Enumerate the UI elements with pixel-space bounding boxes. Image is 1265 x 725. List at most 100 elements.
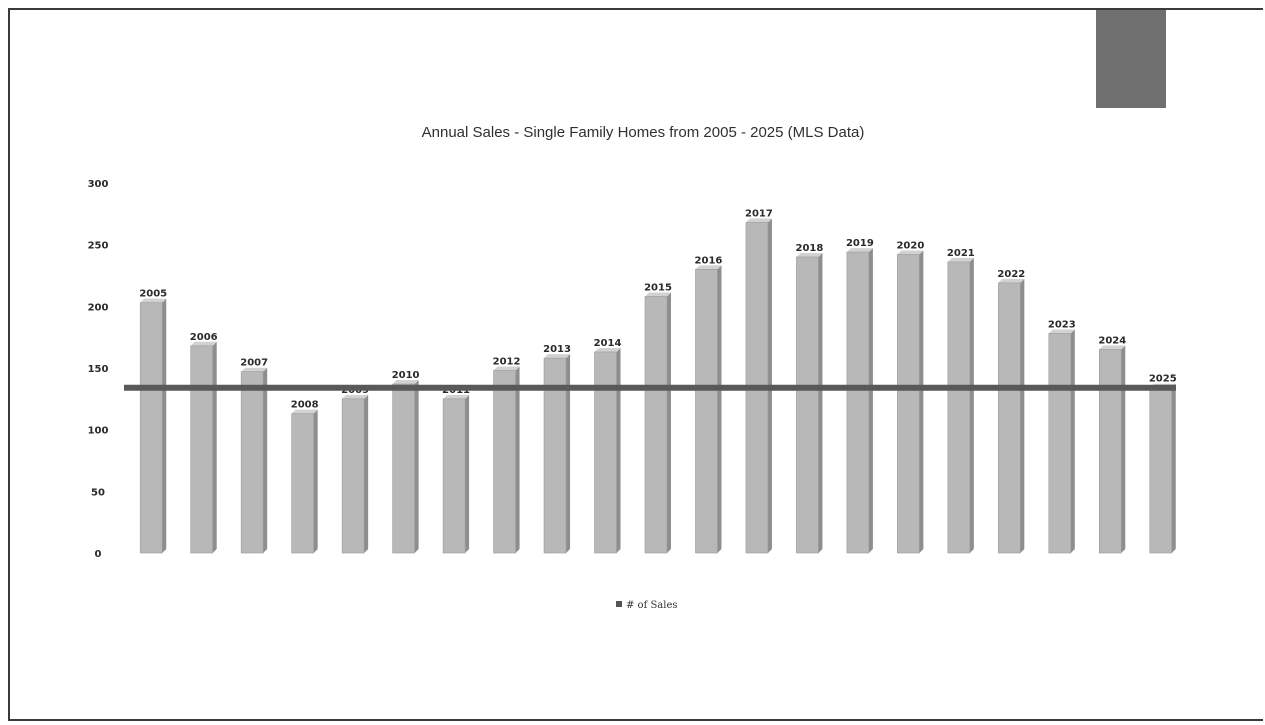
bar-front bbox=[897, 254, 920, 554]
y-tick-label: 0 bbox=[95, 549, 102, 560]
bar-data-label: 2022 bbox=[997, 269, 1025, 280]
bar-top bbox=[947, 257, 974, 262]
y-tick-label: 250 bbox=[88, 241, 109, 252]
bar-side bbox=[969, 257, 974, 553]
bar-2011 bbox=[442, 394, 470, 554]
y-tick-label: 300 bbox=[88, 179, 109, 190]
bar-data-label: 2016 bbox=[695, 255, 723, 266]
bar-top bbox=[241, 367, 268, 372]
bar-front bbox=[291, 413, 314, 554]
y-axis-ticks: 0 50 100 150 200 250 300 bbox=[88, 179, 109, 560]
bar-side bbox=[465, 394, 470, 553]
bar-top bbox=[645, 292, 671, 297]
bars bbox=[139, 218, 1176, 554]
bar-top bbox=[140, 298, 167, 303]
bar-data-label: 2020 bbox=[896, 241, 924, 252]
bar-2013 bbox=[543, 354, 571, 554]
bar-data-label: 2024 bbox=[1098, 336, 1126, 347]
bar-top bbox=[1099, 345, 1126, 350]
bar-2021 bbox=[947, 257, 974, 554]
bar-2009 bbox=[341, 394, 369, 554]
bar-2025 bbox=[1149, 383, 1176, 554]
bar-data-label: 2023 bbox=[1048, 319, 1076, 330]
bar-data-label: 2015 bbox=[644, 282, 672, 293]
bar-data-label: 2018 bbox=[796, 243, 824, 254]
bar-side bbox=[868, 248, 873, 554]
bar-top bbox=[796, 253, 823, 257]
bar-data-label: 2012 bbox=[493, 356, 521, 367]
bar-2010 bbox=[392, 380, 419, 554]
bar-data-label: 2025 bbox=[1149, 374, 1177, 385]
bar-front bbox=[998, 282, 1021, 554]
bar-data-label: 2008 bbox=[291, 400, 319, 411]
bar-top bbox=[745, 218, 772, 223]
bar-top bbox=[493, 366, 520, 371]
bar-front bbox=[644, 296, 668, 554]
bar-top bbox=[342, 394, 369, 399]
legend-swatch bbox=[616, 601, 622, 607]
bar-side bbox=[667, 292, 671, 553]
bar-top bbox=[291, 409, 318, 414]
bar-front bbox=[1098, 349, 1122, 554]
bar-top bbox=[190, 341, 217, 346]
bar-front bbox=[1149, 387, 1173, 554]
bar-front bbox=[442, 398, 466, 554]
bar-data-label: 2005 bbox=[139, 289, 167, 300]
bar-top bbox=[846, 248, 873, 253]
bar-2016 bbox=[695, 265, 722, 554]
bar-front bbox=[240, 371, 264, 554]
bar-side bbox=[919, 250, 924, 554]
bar-side bbox=[364, 394, 369, 553]
bar-side bbox=[1020, 278, 1025, 553]
bar-side bbox=[263, 367, 268, 553]
bar-front bbox=[341, 398, 365, 554]
bar-side bbox=[515, 366, 520, 553]
bar-side bbox=[1121, 345, 1126, 553]
bar-top bbox=[443, 394, 470, 399]
bar-2006 bbox=[190, 341, 217, 554]
bar-2023 bbox=[1048, 329, 1075, 554]
bar-top bbox=[392, 380, 419, 385]
y-tick-label: 50 bbox=[91, 487, 105, 498]
bar-2015 bbox=[644, 292, 671, 554]
bar-data-label: 2021 bbox=[947, 248, 975, 259]
bar-side bbox=[414, 380, 419, 553]
bar-side bbox=[313, 409, 318, 553]
bar-data-label: 2006 bbox=[190, 332, 218, 343]
bar-2019 bbox=[846, 248, 873, 554]
bar-front bbox=[594, 351, 617, 554]
bar-front bbox=[392, 383, 415, 554]
bar-2018 bbox=[796, 253, 823, 554]
bar-top bbox=[695, 265, 722, 270]
bar-top bbox=[998, 278, 1025, 283]
bar-side bbox=[566, 354, 571, 553]
bar-2007 bbox=[240, 367, 268, 554]
bar-front bbox=[695, 269, 718, 554]
bar-2012 bbox=[493, 366, 520, 554]
chart-title: Annual Sales - Single Family Homes from … bbox=[422, 124, 865, 141]
bar-front bbox=[139, 302, 163, 554]
bar-front bbox=[1048, 333, 1072, 554]
legend-label: # of Sales bbox=[626, 600, 678, 611]
bar-top bbox=[1048, 329, 1075, 334]
bar-data-label: 2017 bbox=[745, 208, 773, 219]
bar-2024 bbox=[1098, 345, 1126, 554]
bar-2008 bbox=[291, 409, 318, 554]
bar-front bbox=[796, 256, 819, 554]
bar-data-label: 2019 bbox=[846, 238, 874, 249]
bar-side bbox=[717, 265, 722, 553]
bar-front bbox=[543, 357, 567, 554]
bar-side bbox=[818, 253, 823, 553]
bar-front bbox=[947, 261, 971, 554]
bar-front bbox=[190, 345, 214, 554]
bar-side bbox=[1070, 329, 1075, 553]
bar-2014 bbox=[594, 347, 621, 554]
bar-2020 bbox=[897, 250, 924, 554]
bar-2005 bbox=[139, 298, 167, 554]
bar-top bbox=[594, 347, 621, 352]
bar-front bbox=[493, 370, 516, 554]
bar-front bbox=[846, 251, 870, 554]
bar-side bbox=[1171, 383, 1176, 553]
y-tick-label: 150 bbox=[88, 364, 109, 375]
